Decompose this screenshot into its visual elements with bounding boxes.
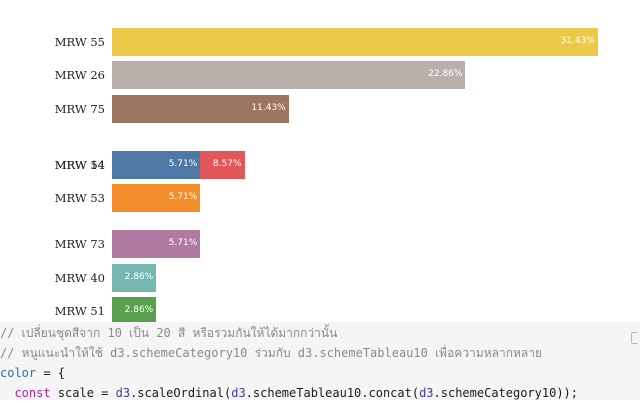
bar-value-label: 11.43% (251, 103, 286, 113)
code-token (0, 386, 14, 400)
bar-mrw-51 (112, 297, 157, 325)
bar-mrw-53 (112, 184, 201, 212)
code-token: color (0, 366, 37, 380)
bar-chart: 31.43% MRW 55 22.86% MRW 26 11.43% MRW 75 8.57… (54, 28, 598, 325)
code-token: // เปลี่ยนชุดสีจาก 10 เป็น 20 สี หรือรวม… (0, 326, 338, 340)
category-label: MRW 75 (54, 102, 105, 116)
bar-value-label: 22.86% (428, 69, 463, 79)
bar-mrw-14 (112, 151, 201, 179)
bar-mrw-40 (112, 264, 157, 292)
bar-mrw-26 (112, 61, 466, 89)
code-token: // หนูแนะนำให้ใช้ d3.schemeCategory10 ร่… (0, 346, 543, 360)
category-label: MRW 26 (54, 68, 105, 82)
bar-value-label: 2.86% (124, 272, 154, 282)
bar-value-label: 8.57% (212, 159, 242, 169)
code-token: const (14, 386, 51, 400)
code-token: scale = (50, 386, 116, 400)
code-token: .schemeCategory10)); (433, 386, 579, 400)
code-token: .scaleOrdinal( (130, 386, 232, 400)
category-label: MRW 73 (54, 237, 105, 251)
code-line: // เปลี่ยนชุดสีจาก 10 เป็น 20 สี หรือรวม… (0, 323, 640, 343)
code-cell[interactable]: // เปลี่ยนชุดสีจาก 10 เป็น 20 สี หรือรวม… (0, 322, 640, 400)
category-label: MRW 14 (54, 158, 105, 172)
bar-value-label: 5.71% (168, 192, 198, 202)
category-label: MRW 55 (54, 35, 105, 49)
bar-value-label: 5.71% (168, 159, 198, 169)
bar-mrw-55 (112, 28, 598, 56)
bar-value-label: 31.43% (560, 36, 595, 46)
category-label: MRW 40 (54, 271, 105, 285)
bar-mrw-75 (112, 95, 289, 123)
category-label: MRW 51 (54, 304, 105, 318)
category-label: MRW 54 (54, 158, 105, 172)
code-token: d3 (419, 386, 434, 400)
code-token: = { (36, 366, 66, 380)
code-line: color = { (0, 363, 640, 383)
bar-mrw-73 (112, 230, 201, 258)
bar-value-label: 5.71% (168, 238, 198, 248)
bar-value-label: 2.86% (124, 305, 154, 315)
code-token: d3 (115, 386, 131, 400)
code-token: d3 (231, 386, 246, 400)
code-line: // หนูแนะนำให้ใช้ d3.schemeCategory10 ร่… (0, 343, 640, 363)
code-token: .schemeTableau10.concat( (245, 386, 420, 400)
category-label: MRW 53 (54, 191, 105, 205)
code-line: const scale = d3.scaleOrdinal(d3.schemeT… (0, 383, 640, 403)
copy-icon[interactable] (631, 332, 638, 344)
